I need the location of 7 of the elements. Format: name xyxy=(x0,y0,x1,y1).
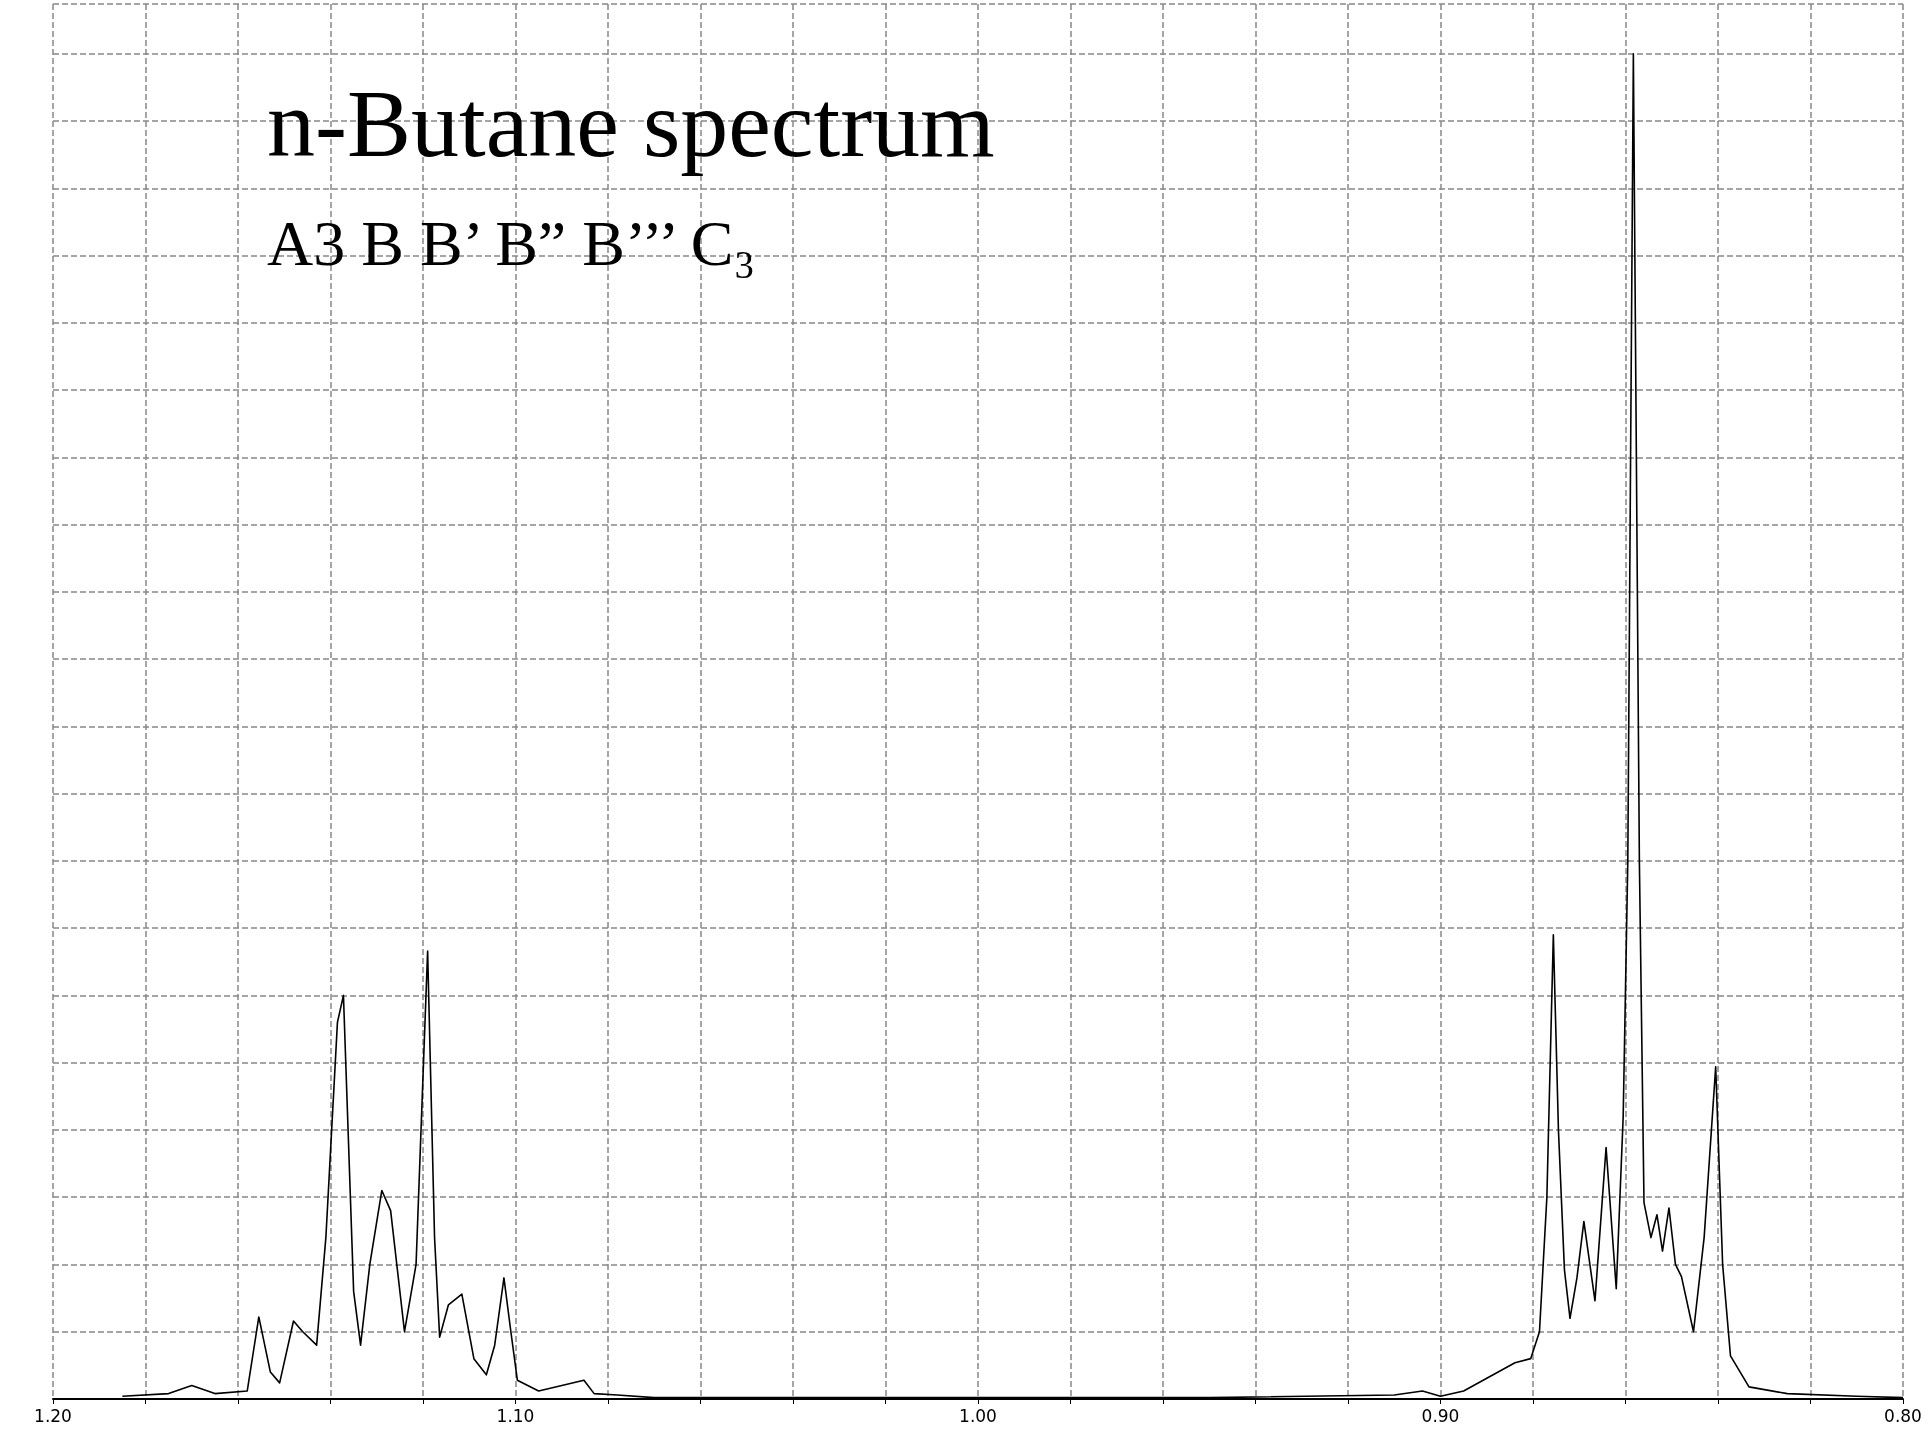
x-tick-label: 1.20 xyxy=(34,1405,72,1426)
text: A3 B B’ B” B’’’ C₃ xyxy=(267,207,756,279)
x-tick-label: 1.00 xyxy=(959,1405,997,1426)
chart-title: n-Butane spectrum xyxy=(267,69,995,177)
x-tick-label: 0.80 xyxy=(1884,1405,1922,1426)
x-tick-label: 1.10 xyxy=(496,1405,535,1426)
x-tick-label: 0.90 xyxy=(1421,1405,1460,1426)
